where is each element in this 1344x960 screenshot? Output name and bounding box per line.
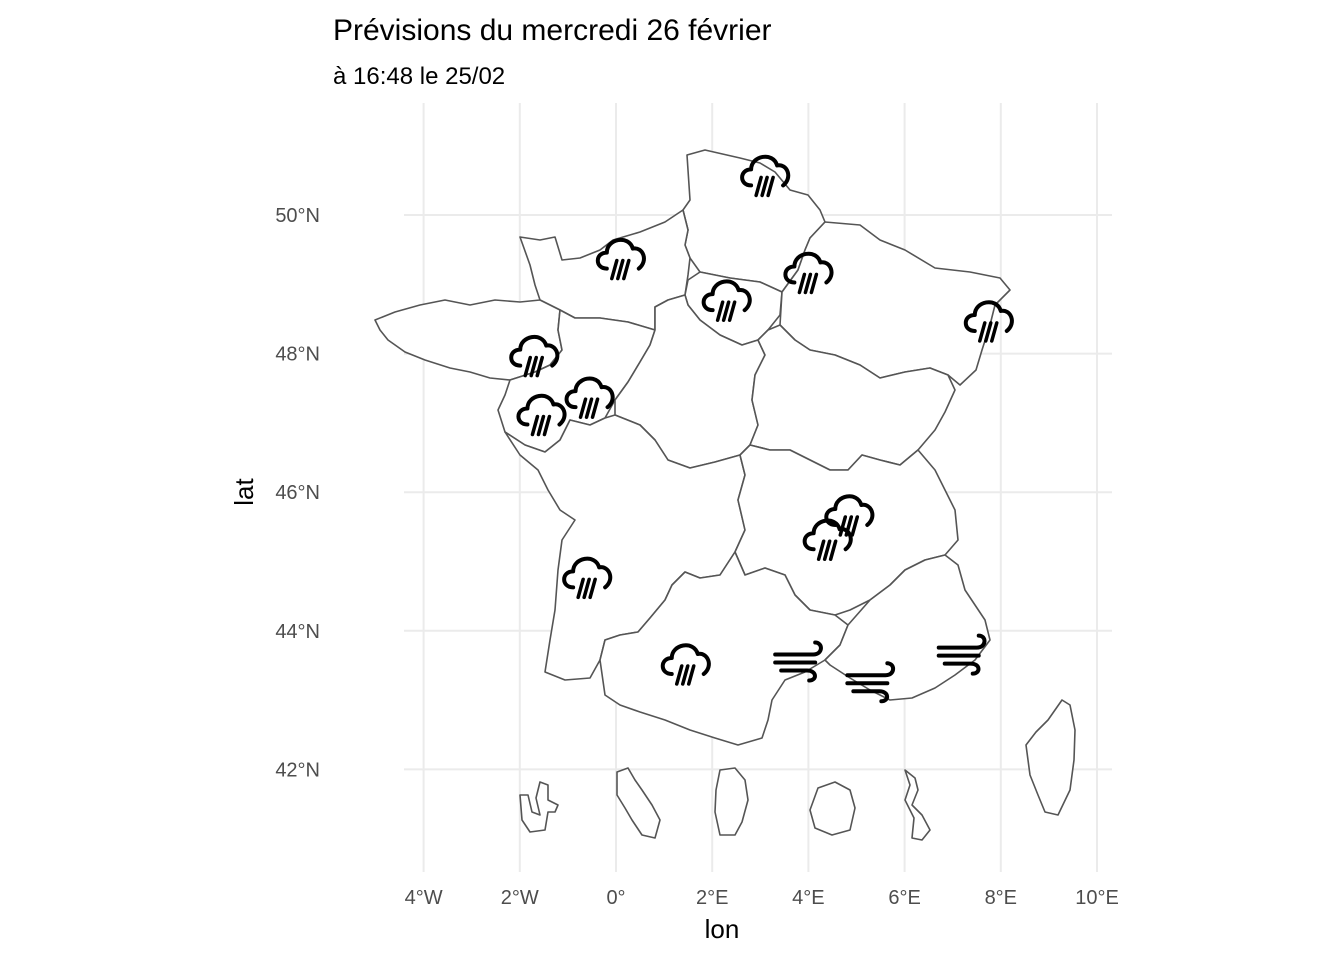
wind-icon <box>936 633 987 676</box>
y-tick-label: 42°N <box>275 759 320 781</box>
rain-icon <box>562 556 613 600</box>
inset-reunion <box>809 781 856 836</box>
map-title: Prévisions du mercredi 26 février <box>333 14 772 47</box>
rain-icon <box>701 279 752 322</box>
axis-tick-labels: 4°W 2°W 0° 2°E 4°E 6°E 8°E 10°E 42°N 44°N 46°N 48°N… <box>275 205 1118 909</box>
rain-icon <box>516 393 567 437</box>
wind-icon <box>773 640 823 683</box>
y-tick-label: 44°N <box>275 621 320 643</box>
forecast-icons <box>509 154 1014 704</box>
inset-guadeloupe <box>519 781 559 833</box>
rain-icon <box>783 251 834 295</box>
rain-icon <box>802 518 853 561</box>
inset-mayotte <box>904 769 931 841</box>
x-tick-label: 4°E <box>792 887 824 909</box>
x-tick-label: 2°E <box>696 887 728 909</box>
x-axis-label: lon <box>705 914 740 944</box>
wind-icon <box>845 661 896 704</box>
inset-martinique <box>616 767 661 839</box>
x-tick-label: 8°E <box>985 887 1017 909</box>
rain-icon <box>564 376 615 419</box>
y-tick-label: 48°N <box>275 344 320 366</box>
x-tick-label: 10°E <box>1075 887 1119 909</box>
x-tick-label: 0° <box>606 887 625 909</box>
x-tick-label: 2°W <box>501 887 539 909</box>
rain-icon <box>740 154 791 198</box>
x-tick-label: 4°W <box>405 887 443 909</box>
y-tick-label: 46°N <box>275 482 320 504</box>
y-tick-label: 50°N <box>275 205 320 227</box>
rain-icon <box>963 300 1014 343</box>
france-regions <box>374 149 1076 841</box>
inset-guyane <box>714 767 749 836</box>
rain-icon <box>660 643 711 686</box>
region-corse <box>1025 699 1076 816</box>
rain-icon <box>595 238 646 281</box>
x-tick-label: 6°E <box>888 887 920 909</box>
y-axis-label: lat <box>229 477 259 505</box>
rain-icon <box>509 335 560 378</box>
map-subtitle: à 16:48 le 25/02 <box>333 63 505 90</box>
